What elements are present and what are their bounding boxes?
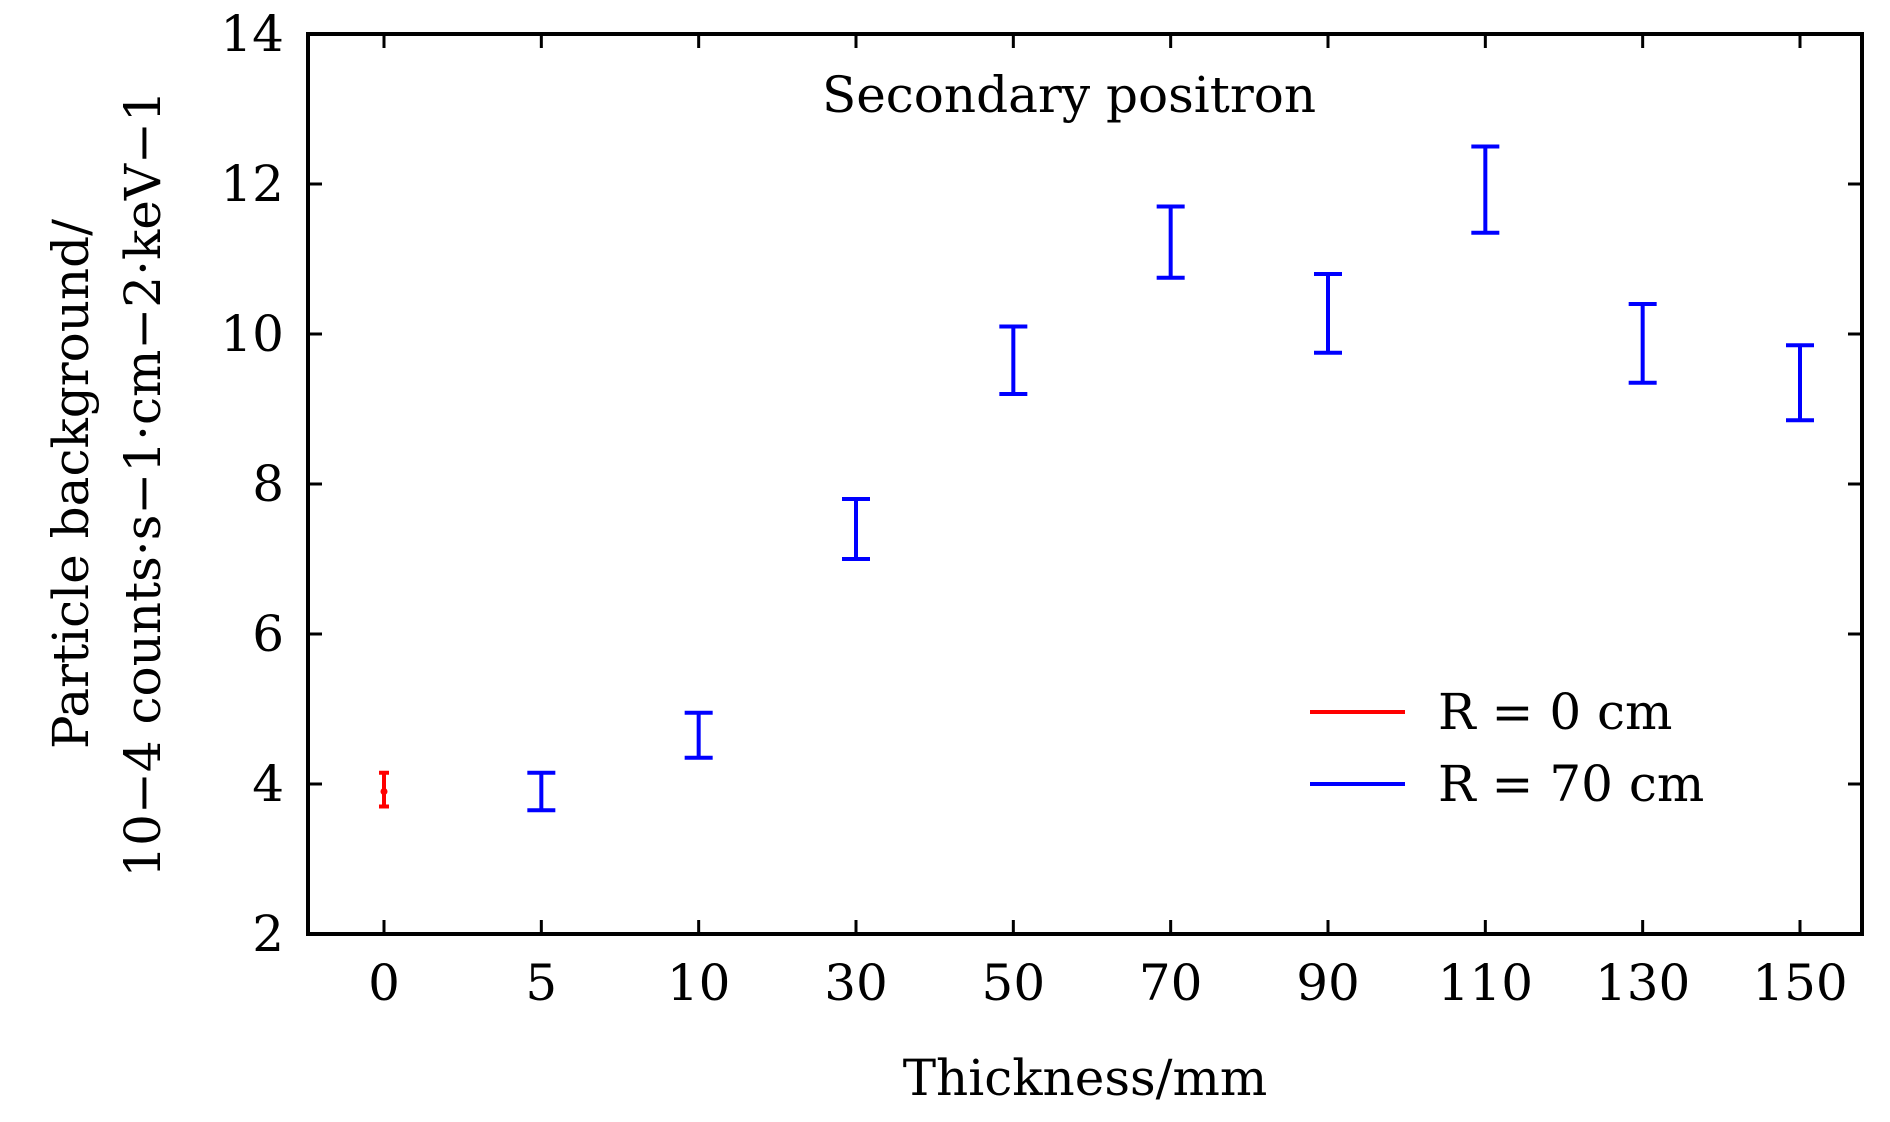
- x-tick-label: 50: [982, 954, 1046, 1012]
- y-tick-label: 8: [252, 455, 284, 513]
- error-bar: [1314, 272, 1342, 355]
- x-axis-ticks: 0 5 10 30 50 70 90 110 130 150: [368, 34, 1848, 1012]
- y-axis-label-line2: 10−4 counts·s−1·cm−2·keV−1: [114, 90, 172, 877]
- y-axis-label-line1: Particle background/: [42, 219, 100, 749]
- x-tick-label: 10: [667, 954, 731, 1012]
- x-tick-label: 110: [1438, 954, 1533, 1012]
- error-bars: [379, 144, 1814, 813]
- x-tick-label: 130: [1595, 954, 1690, 1012]
- x-tick-label: 0: [368, 954, 400, 1012]
- y-tick-label: 4: [252, 755, 284, 813]
- y-tick-label: 14: [220, 5, 284, 63]
- y-tick-label: 10: [220, 305, 284, 363]
- y-axis-label: Particle background/ 10−4 counts·s−1·cm−…: [42, 90, 172, 877]
- x-tick-label: 150: [1752, 954, 1847, 1012]
- y-axis-ticks: 2 4 6 8 10 12 14: [220, 5, 1862, 963]
- y-tick-label: 12: [220, 155, 284, 213]
- x-tick-label: 90: [1296, 954, 1360, 1012]
- y-tick-label: 2: [252, 905, 284, 963]
- error-bar: [1471, 144, 1500, 235]
- error-bar: [1156, 204, 1185, 280]
- x-tick-label: 5: [525, 954, 557, 1012]
- legend: R = 0 cm R = 70 cm: [1310, 683, 1704, 813]
- error-bar: [527, 770, 556, 813]
- error-bar: [1628, 302, 1657, 385]
- error-bar: [684, 710, 713, 760]
- x-tick-label: 30: [824, 954, 888, 1012]
- legend-label: R = 70 cm: [1438, 755, 1704, 813]
- data-point: [380, 788, 388, 795]
- x-axis-label: Thickness/mm: [903, 1049, 1268, 1107]
- error-bar: [1786, 343, 1814, 423]
- chart-annotation: Secondary positron: [822, 66, 1316, 124]
- error-bar: [999, 324, 1028, 396]
- legend-label: R = 0 cm: [1438, 683, 1672, 741]
- x-tick-label: 70: [1139, 954, 1203, 1012]
- y-tick-label: 6: [252, 605, 284, 663]
- error-bar: [842, 497, 870, 561]
- error-bar: [379, 770, 389, 809]
